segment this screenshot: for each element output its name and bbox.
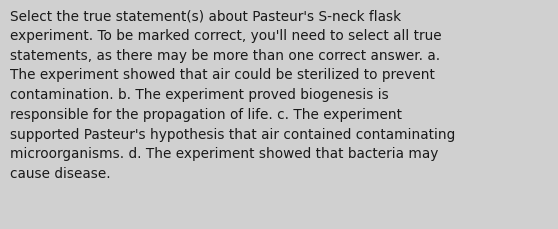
Text: Select the true statement(s) about Pasteur's S-neck flask
experiment. To be mark: Select the true statement(s) about Paste… <box>10 9 455 180</box>
